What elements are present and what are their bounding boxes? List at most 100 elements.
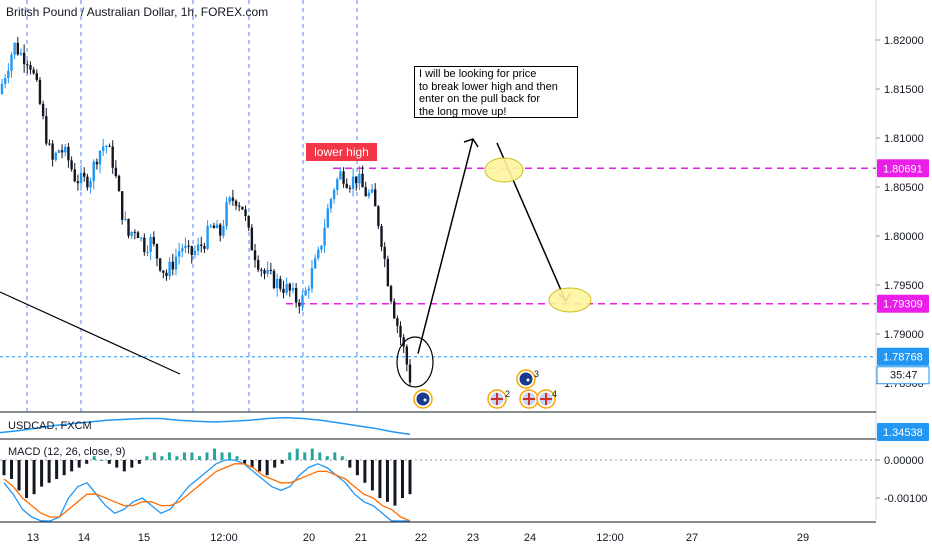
countdown-bg bbox=[876, 366, 930, 385]
macd-line bbox=[3, 459, 411, 522]
candle-body bbox=[339, 171, 342, 180]
candle-body bbox=[310, 268, 314, 289]
event-count-3: 3 bbox=[534, 369, 539, 379]
candle-body bbox=[130, 231, 133, 236]
candle-body bbox=[120, 191, 124, 220]
candle-body bbox=[203, 245, 206, 249]
macd-histogram-bar bbox=[295, 448, 299, 460]
candle-body bbox=[51, 143, 54, 160]
macd-histogram-bar bbox=[288, 452, 292, 460]
downtrend-line bbox=[0, 291, 181, 375]
usdcad-label[interactable]: USDCAD, FXCM bbox=[8, 420, 92, 432]
candle-body bbox=[124, 218, 127, 220]
candle-body bbox=[231, 197, 235, 201]
candle-body bbox=[355, 176, 358, 184]
candle-body bbox=[285, 283, 288, 293]
candle-body bbox=[48, 143, 51, 145]
macd-histogram-bar bbox=[190, 452, 194, 460]
macd-histogram-bar bbox=[393, 460, 397, 506]
candle-body bbox=[383, 246, 386, 259]
au-event-icon-flag bbox=[416, 392, 430, 406]
candle-body bbox=[54, 152, 57, 160]
candle-body bbox=[45, 116, 48, 144]
macd-histogram-bar bbox=[167, 452, 171, 460]
candle-body bbox=[171, 261, 174, 270]
candle-body bbox=[228, 197, 231, 203]
candle-body bbox=[149, 236, 152, 252]
candle-body bbox=[16, 42, 20, 55]
symbol-title: British Pound / Australian Dollar, 1h, F… bbox=[6, 5, 269, 19]
macd-histogram-bar bbox=[92, 456, 96, 460]
lower-high-label[interactable]: lower high bbox=[306, 143, 377, 161]
economic-event-icons[interactable]: 3 2 4 bbox=[413, 369, 557, 409]
time-tick-label: 20 bbox=[303, 532, 315, 544]
time-tick-label: 15 bbox=[138, 532, 150, 544]
macd-label[interactable]: MACD (12, 26, close, 9) bbox=[8, 446, 126, 458]
macd-histogram-bar bbox=[370, 460, 374, 491]
candle-body bbox=[10, 54, 13, 71]
macd-histogram-bar bbox=[205, 452, 209, 460]
macd-histogram-bar bbox=[355, 460, 359, 476]
candle-body bbox=[288, 283, 292, 291]
candle-body bbox=[329, 198, 333, 209]
candle-body bbox=[73, 169, 76, 182]
macd-histogram-bar bbox=[2, 460, 6, 476]
current-price-circle bbox=[396, 336, 434, 388]
candle-body bbox=[143, 237, 146, 253]
resistance-price-badge: 1.80691 bbox=[883, 163, 923, 175]
time-tick-label: 24 bbox=[524, 532, 536, 544]
candle-body bbox=[117, 175, 121, 192]
event-count-2: 2 bbox=[505, 389, 510, 399]
macd-indicator bbox=[0, 448, 876, 522]
au-event-icon-stack-star bbox=[526, 378, 530, 382]
au-event-icon-stack-flag bbox=[519, 372, 533, 386]
candle-body bbox=[326, 208, 329, 228]
candle-body bbox=[177, 251, 181, 257]
time-tick-label: 27 bbox=[686, 532, 698, 544]
arrowhead-up bbox=[463, 138, 479, 148]
macd-histogram-bar bbox=[137, 460, 141, 464]
macd-histogram-bar bbox=[310, 448, 314, 460]
candle-body bbox=[253, 250, 257, 261]
candle-body bbox=[301, 295, 304, 307]
candle-body bbox=[294, 287, 298, 303]
candle-body bbox=[348, 187, 352, 189]
price-tick-label: 1.80000 bbox=[884, 231, 924, 243]
macd-histogram-bar bbox=[340, 456, 344, 460]
candle-body bbox=[380, 226, 383, 247]
candle-body bbox=[95, 161, 99, 165]
projection-arrow-up bbox=[417, 138, 474, 354]
candle-body bbox=[317, 249, 320, 259]
candle-body bbox=[323, 227, 326, 246]
candle-body bbox=[367, 192, 371, 197]
macd-histogram-bar bbox=[333, 452, 337, 460]
candle-body bbox=[206, 226, 209, 249]
candle-body bbox=[200, 244, 203, 246]
candle-body bbox=[64, 146, 67, 153]
candle-body bbox=[298, 302, 301, 307]
candle-body bbox=[250, 227, 254, 251]
candle-body bbox=[238, 205, 241, 207]
candle-body bbox=[307, 288, 310, 291]
macd-histogram-bar bbox=[85, 460, 89, 464]
trade-note-box[interactable]: I will be looking for price to break low… bbox=[414, 66, 578, 118]
candle-body bbox=[86, 176, 89, 188]
candle-body bbox=[70, 160, 73, 170]
candle-body bbox=[291, 287, 295, 291]
macd-histogram-bar bbox=[25, 460, 29, 498]
candle-body bbox=[304, 290, 307, 296]
candle-body bbox=[89, 181, 92, 188]
macd-histogram-bar bbox=[77, 460, 81, 468]
current-price-badge: 1.78768 bbox=[883, 352, 923, 364]
candle-body bbox=[111, 146, 114, 168]
candle-body bbox=[114, 167, 118, 176]
candle-body bbox=[272, 270, 276, 289]
candle-body bbox=[152, 236, 156, 245]
candle-body bbox=[266, 269, 269, 274]
candle-body bbox=[19, 52, 23, 55]
macd-histogram-bar bbox=[17, 460, 21, 491]
candle-body bbox=[127, 218, 130, 236]
candle-body bbox=[146, 251, 149, 253]
candle-body bbox=[139, 237, 143, 239]
candle-body bbox=[35, 73, 38, 80]
